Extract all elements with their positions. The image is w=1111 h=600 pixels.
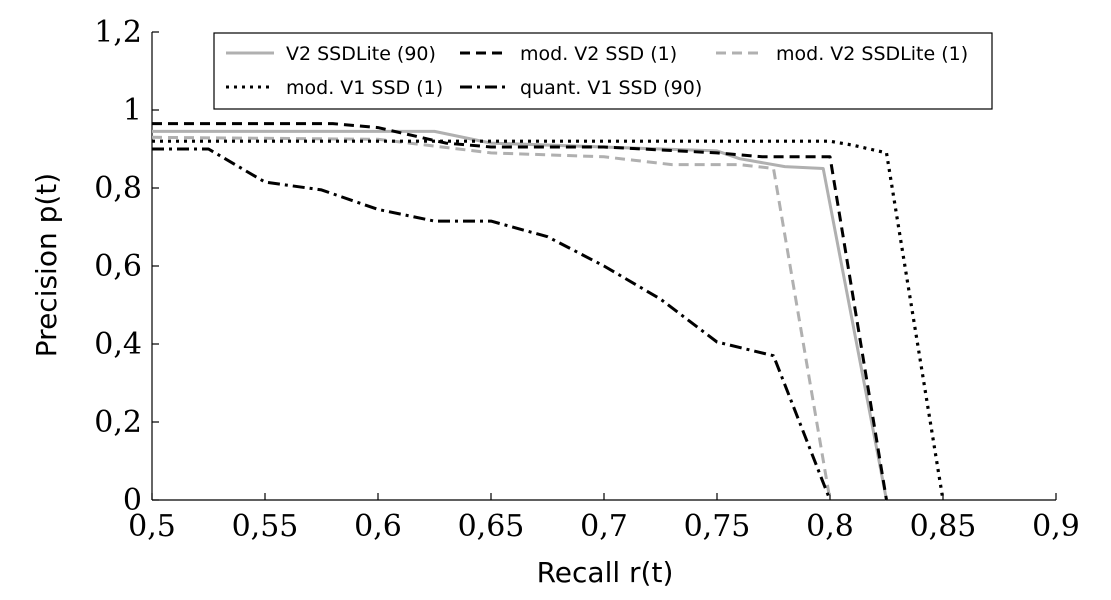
- x-tick-label: 0,85: [910, 509, 977, 544]
- y-tick-label: 0,4: [94, 327, 142, 362]
- y-tick-label: 0,2: [94, 405, 142, 440]
- legend-entry-1: mod. V2 SSD (1): [520, 43, 677, 65]
- legend: V2 SSDLite (90) mod. V2 SSD (1) mod. V2 SS…: [213, 32, 993, 110]
- legend-entry-4: quant. V1 SSD (90): [520, 77, 702, 99]
- x-tick-label: 0,55: [232, 509, 299, 544]
- series-line-3: [152, 139, 945, 501]
- x-tick-label: 0,7: [580, 509, 628, 544]
- y-tick-label: 0: [123, 483, 142, 518]
- x-tick-label: 0,75: [684, 509, 751, 544]
- legend-entry-0: V2 SSDLite (90): [286, 43, 436, 65]
- legend-box: [213, 32, 993, 110]
- y-tick-label: 1: [123, 93, 142, 128]
- x-tick-label: 0,65: [458, 509, 525, 544]
- x-axis-title: Recall r(t): [537, 556, 674, 589]
- y-tick-label: 1,2: [94, 15, 142, 50]
- y-tick-label: 0,6: [94, 249, 142, 284]
- x-tick-label: 0,8: [806, 509, 854, 544]
- y-axis-title: Precision p(t): [30, 173, 63, 357]
- series-lines: [151, 122, 945, 501]
- axes: 0,5 0,55 0,6 0,65 0,7 0,75 0,8 0,85 0,9 0 0,2 0,4 0,…: [94, 15, 1080, 544]
- legend-entry-2: mod. V2 SSDLite (1): [776, 43, 968, 65]
- series-line-4: [152, 147, 832, 501]
- y-tick-label: 0,8: [94, 171, 142, 206]
- series-line-2: [151, 135, 832, 501]
- series-line-1: [152, 122, 888, 501]
- legend-entry-3: mod. V1 SSD (1): [286, 77, 443, 99]
- x-tick-label: 0,6: [354, 509, 402, 544]
- x-tick-label: 0,5: [128, 509, 176, 544]
- x-tick-label: 0,9: [1032, 509, 1080, 544]
